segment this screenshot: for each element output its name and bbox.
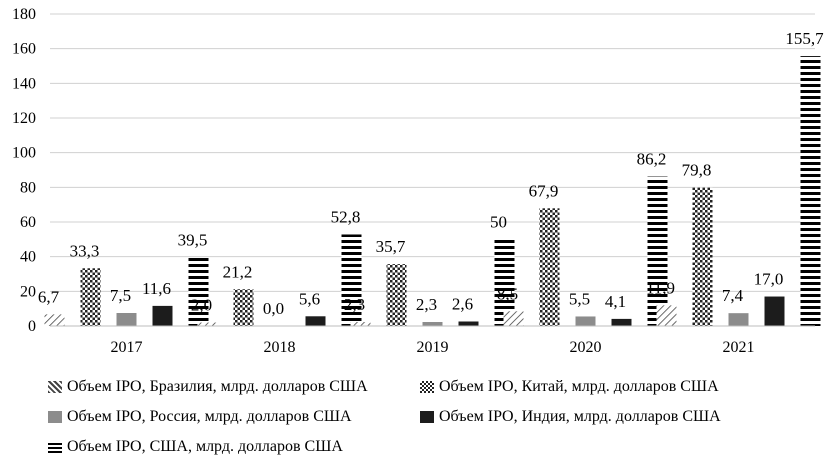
- legend-item: Объем IPO, Россия, млрд. долларов США: [48, 408, 352, 426]
- data-label: 4,1: [605, 292, 626, 311]
- legend-label: Объем IPO, США, млрд. долларов США: [67, 438, 343, 455]
- bar: [152, 305, 173, 326]
- y-tick-label: 160: [12, 41, 36, 58]
- chart-legend: Объем IPO, Бразилия, млрд. долларов США О…: [0, 372, 827, 466]
- y-tick-label: 180: [12, 6, 36, 23]
- x-tick-label: 2017: [111, 339, 143, 356]
- data-label: 5,5: [569, 289, 590, 308]
- bar: [44, 314, 65, 326]
- bar: [80, 268, 101, 326]
- legend-label: Объем IPO, Россия, млрд. долларов США: [67, 408, 352, 425]
- data-label: 79,8: [682, 161, 712, 180]
- bar: [422, 322, 443, 326]
- bar: [728, 313, 749, 326]
- data-label: 11,6: [142, 279, 171, 298]
- legend-swatch: [48, 441, 62, 453]
- y-tick-label: 100: [12, 145, 36, 162]
- data-label: 2,3: [416, 295, 437, 314]
- bar: [386, 264, 407, 326]
- data-label: 6,7: [38, 287, 60, 306]
- bar: [116, 313, 137, 326]
- data-label: 7,5: [110, 286, 131, 305]
- data-label: 7,4: [722, 286, 744, 305]
- legend-item: Объем IPO, США, млрд. долларов США: [48, 438, 343, 456]
- bar: [764, 296, 785, 326]
- legend-swatch: [48, 411, 62, 423]
- legend-item: Объем IPO, Бразилия, млрд. долларов США: [48, 378, 368, 396]
- bar: [494, 239, 515, 326]
- y-tick-label: 140: [12, 75, 36, 92]
- data-label: 33,3: [70, 241, 100, 260]
- data-label: 17,0: [754, 270, 784, 289]
- x-tick-label: 2020: [570, 339, 602, 356]
- legend-label: Объем IPO, Китай, млрд. долларов США: [439, 378, 719, 395]
- y-tick-label: 120: [12, 110, 36, 127]
- bar: [800, 56, 821, 327]
- data-label: 2,6: [452, 294, 473, 313]
- y-tick-label: 40: [20, 249, 36, 266]
- data-label: 8,5: [497, 284, 518, 303]
- bar: [575, 316, 596, 326]
- y-tick-label: 60: [20, 214, 36, 231]
- chart-area: 6,7 33,3 7,5 11,6 39,5 2,0 21,2 0,0 5,6 52,8 2,3 35…: [12, 6, 824, 356]
- data-label: 155,7: [785, 29, 824, 48]
- data-label: 21,2: [223, 262, 253, 281]
- legend-item: Объем IPO, Китай, млрд. долларов США: [420, 378, 719, 396]
- bar: [197, 322, 218, 326]
- y-tick-label: 0: [28, 318, 36, 335]
- x-tick-label: 2018: [264, 339, 296, 356]
- data-label: 5,6: [299, 289, 320, 308]
- bar-chart: 6,7 33,3 7,5 11,6 39,5 2,0 21,2 0,0 5,6 52,8 2,3 35…: [12, 6, 824, 356]
- data-label: 35,7: [376, 237, 406, 256]
- y-tick-label: 80: [20, 179, 36, 196]
- data-label: 2,0: [191, 296, 212, 315]
- bar: [233, 289, 254, 326]
- legend-swatch: [420, 381, 434, 393]
- x-tick-label: 2021: [723, 339, 755, 356]
- bar: [305, 316, 326, 326]
- legend-label: Объем IPO, Бразилия, млрд. долларов США: [67, 378, 368, 395]
- legend-swatch: [420, 411, 434, 423]
- bar: [539, 208, 560, 326]
- bar: [503, 311, 524, 326]
- legend-item: Объем IPO, Индия, млрд. долларов США: [420, 408, 721, 426]
- bar: [656, 305, 677, 326]
- bar: [188, 257, 209, 326]
- data-label: 11,9: [646, 278, 675, 297]
- data-label: 2,3: [344, 295, 365, 314]
- data-label: 0,0: [263, 299, 284, 318]
- legend-label: Объем IPO, Индия, млрд. долларов США: [439, 408, 721, 425]
- bar: [458, 321, 479, 326]
- data-label: 86,2: [637, 150, 667, 169]
- y-tick-label: 20: [20, 283, 36, 300]
- x-tick-label: 2019: [417, 339, 449, 356]
- data-label: 50: [490, 212, 507, 231]
- data-label: 39,5: [178, 231, 208, 250]
- bar: [611, 318, 632, 326]
- data-label: 67,9: [529, 181, 559, 200]
- bar: [350, 322, 371, 326]
- bar: [692, 187, 713, 326]
- data-label: 52,8: [331, 207, 361, 226]
- legend-swatch: [48, 381, 62, 393]
- bar: [341, 234, 362, 326]
- bar: [647, 176, 668, 326]
